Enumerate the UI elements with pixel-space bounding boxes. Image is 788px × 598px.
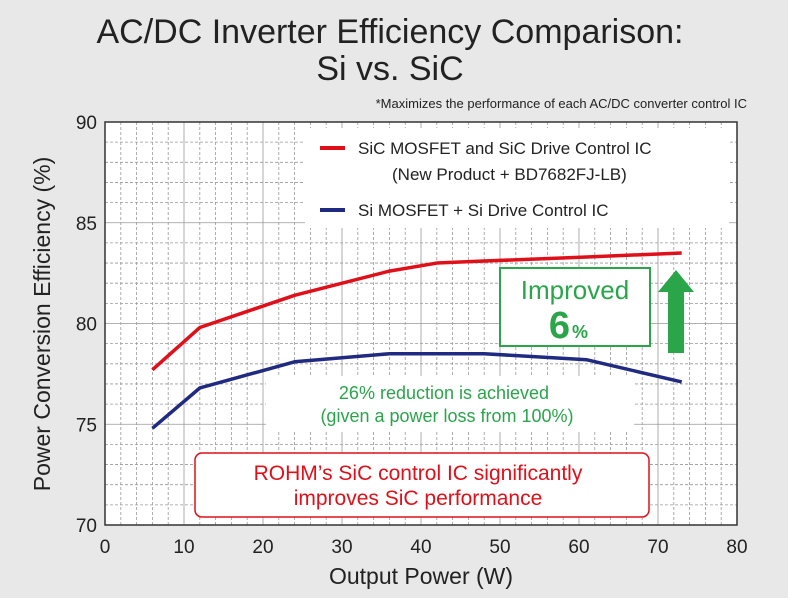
chart-note: *Maximizes the performance of each AC/DC… bbox=[376, 96, 747, 111]
improved-annotation: Improved 6 % bbox=[499, 267, 694, 353]
callout-line2: improves SiC performance bbox=[294, 487, 543, 510]
x-tick-label: 70 bbox=[647, 537, 668, 558]
x-tick-label: 80 bbox=[726, 537, 747, 558]
x-tick-label: 0 bbox=[100, 537, 111, 558]
series-line-sic bbox=[151, 251, 682, 372]
improved-value: 6 bbox=[549, 305, 570, 347]
x-tick-label: 20 bbox=[252, 537, 273, 558]
legend-box bbox=[305, 128, 729, 228]
chart-title-line1: AC/DC Inverter Efficiency Comparison: bbox=[96, 13, 683, 51]
x-tick-label: 10 bbox=[173, 537, 194, 558]
chart-title-line2: Si vs. SiC bbox=[316, 50, 463, 88]
plot-frame bbox=[104, 121, 738, 526]
series-line-si bbox=[151, 351, 683, 430]
legend-label-sic-line2: (New Product + BD7682FJ-LB) bbox=[392, 165, 627, 184]
y-tick-label: 70 bbox=[76, 516, 97, 537]
x-tick-label: 50 bbox=[489, 537, 510, 558]
legend-label-si: Si MOSFET + Si Drive Control IC bbox=[358, 201, 609, 220]
improved-label: Improved bbox=[521, 275, 629, 305]
y-tick-label: 85 bbox=[76, 214, 97, 235]
x-tick-label: 30 bbox=[331, 537, 352, 558]
y-tick-label: 90 bbox=[76, 113, 97, 134]
legend: SiC MOSFET and SiC Drive Control IC (New… bbox=[305, 128, 729, 228]
up-arrow-icon bbox=[658, 270, 694, 353]
callout-line1: ROHM’s SiC control IC significantly bbox=[254, 462, 583, 485]
y-tick-label: 80 bbox=[76, 315, 97, 336]
improved-box bbox=[499, 267, 651, 347]
callout-box bbox=[194, 452, 650, 518]
reduction-annotation: 26% reduction is achieved (given a power… bbox=[266, 376, 634, 432]
x-tick-label: 60 bbox=[568, 537, 589, 558]
x-tick-label: 40 bbox=[410, 537, 431, 558]
reduction-line1: 26% reduction is achieved bbox=[339, 383, 549, 403]
reduction-line2: (given a power loss from 100%) bbox=[320, 406, 573, 426]
callout: ROHM’s SiC control IC significantly impr… bbox=[194, 452, 650, 518]
improved-unit: % bbox=[572, 322, 588, 342]
legend-label-sic: SiC MOSFET and SiC Drive Control IC bbox=[358, 139, 651, 158]
axis-ticks: 0 10 20 30 40 50 60 70 80 70 75 80 85 90 bbox=[76, 113, 748, 558]
y-tick-label: 75 bbox=[76, 415, 97, 436]
y-axis-title: Power Conversion Efficiency (%) bbox=[29, 157, 55, 491]
x-axis-title: Output Power (W) bbox=[329, 563, 513, 589]
series-layer bbox=[151, 251, 683, 430]
reduction-box bbox=[266, 376, 634, 432]
